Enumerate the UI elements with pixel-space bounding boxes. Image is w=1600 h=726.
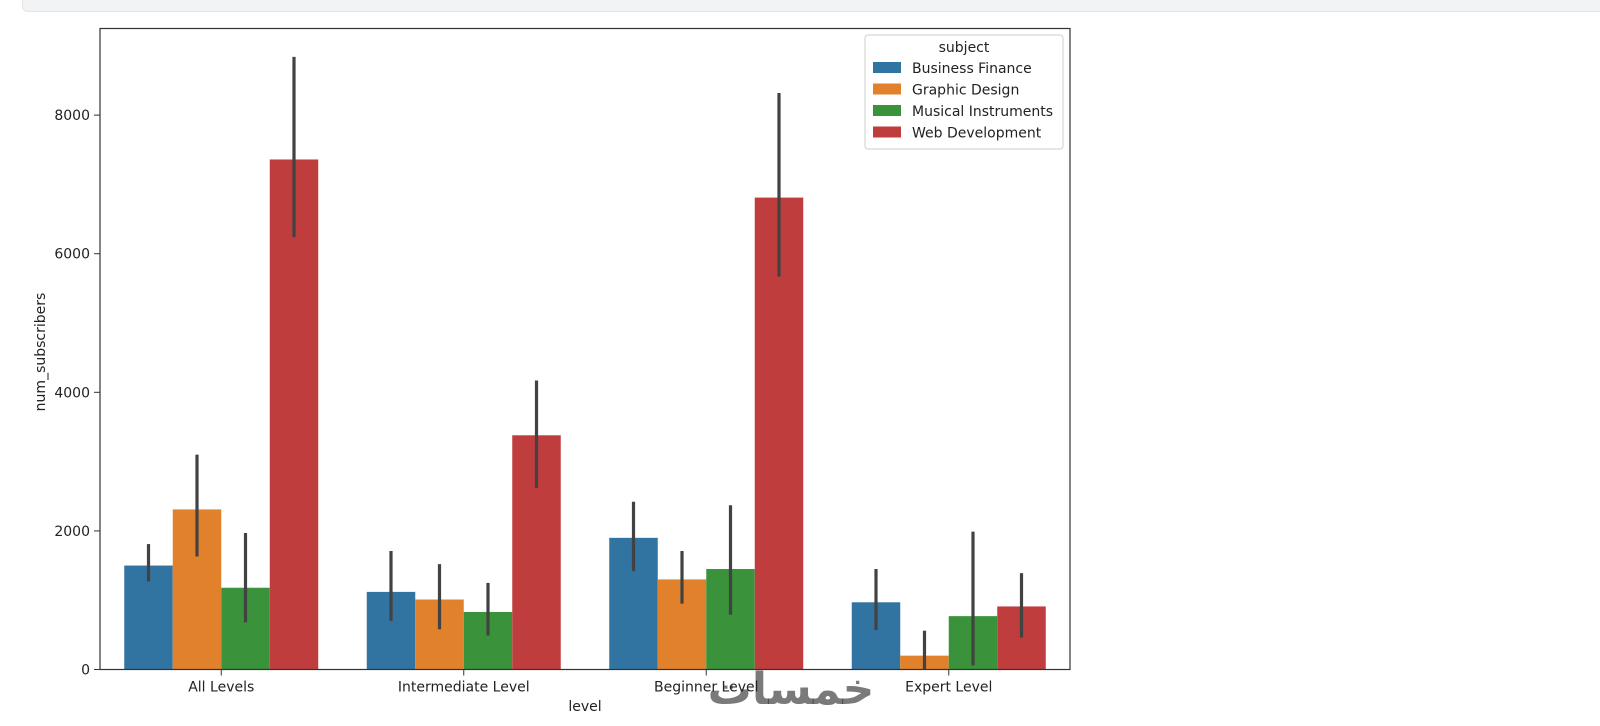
bars-layer (124, 159, 1046, 670)
top-toolbar-strip (22, 0, 1600, 12)
x-tick-label: All Levels (188, 680, 254, 696)
legend-swatch (873, 62, 901, 73)
legend-swatch (873, 83, 901, 95)
x-tick-label: Beginner Level (654, 680, 759, 696)
bar (124, 565, 173, 670)
y-tick-label: 4000 (54, 385, 90, 401)
legend-box (864, 34, 1064, 150)
y-tick-label: 8000 (54, 108, 90, 124)
legend-title: subject (939, 40, 990, 56)
legend-entry-label: Musical Instruments (912, 104, 1053, 120)
y-tick-label: 2000 (54, 524, 90, 540)
legend: subject Business Finance Graphic Design Mu… (864, 34, 1064, 150)
legend-entry-label: Web Development (912, 126, 1042, 142)
legend-entry-label: Graphic Design (912, 83, 1019, 99)
x-tick-label: Intermediate Level (398, 680, 530, 696)
y-axis: 0 2000 4000 6000 8000 (54, 108, 100, 679)
x-axis-label: level (568, 699, 601, 715)
y-tick-label: 0 (81, 663, 90, 679)
legend-swatch (873, 126, 901, 138)
y-axis-label: num_subscribers (33, 293, 49, 412)
x-tick-label: Expert Level (905, 680, 992, 696)
watermark-logo: خمسات (708, 664, 875, 715)
y-tick-label: 6000 (54, 247, 90, 263)
legend-swatch (873, 105, 901, 116)
legend-entry-label: Business Finance (912, 61, 1032, 77)
bar (269, 159, 319, 670)
x-axis: All Levels Intermediate Level Beginner Lev… (188, 669, 992, 696)
plot-frame (99, 27, 1071, 671)
error-bars-layer (146, 56, 1024, 670)
